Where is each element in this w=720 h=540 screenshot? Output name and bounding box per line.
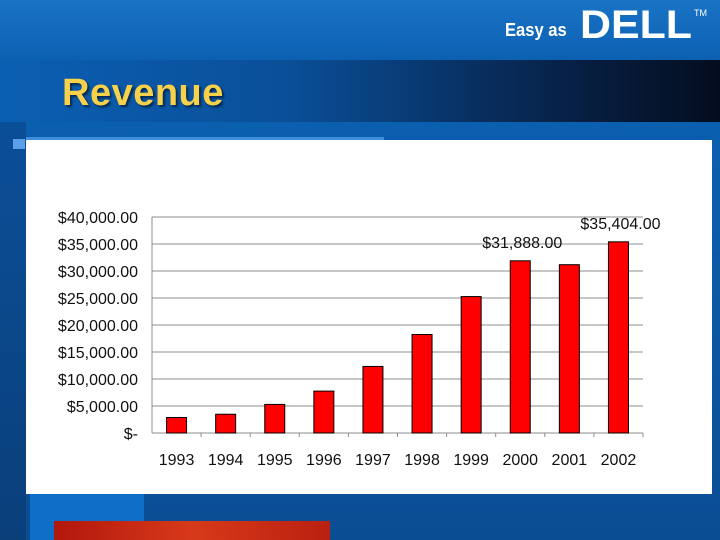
x-tick-label: 2002 [601, 452, 637, 469]
y-tick-label: $- [124, 426, 138, 443]
header-band [0, 0, 720, 60]
bar-1998 [411, 333, 433, 434]
bar-2000 [509, 260, 531, 434]
x-tick-label: 1994 [208, 452, 244, 469]
data-label: $31,888.00 [482, 235, 562, 252]
bar-1993 [166, 416, 188, 434]
y-tick-label: $40,000.00 [58, 210, 138, 227]
left-strip [0, 122, 26, 540]
bar-1999 [460, 296, 482, 434]
y-tick-label: $5,000.00 [67, 399, 138, 416]
y-tick-label: $20,000.00 [58, 318, 138, 335]
chart-panel: $40,000.00 $35,000.00 $30,000.00 $25,000.00… [26, 140, 712, 494]
y-tick-label: $25,000.00 [58, 291, 138, 308]
slide-title: Revenue [62, 72, 224, 114]
bar-2002 [607, 241, 629, 434]
bullet-square [13, 139, 25, 149]
data-label: $35,404.00 [580, 216, 660, 233]
title-band [0, 60, 720, 122]
bar-1994 [215, 413, 237, 434]
x-tick-label: 1995 [257, 452, 293, 469]
tagline: Easy as [505, 20, 567, 40]
decorative-red-bar [54, 521, 330, 540]
y-tick-label: $10,000.00 [58, 372, 138, 389]
x-tick-label: 1993 [159, 452, 195, 469]
x-tick-label: 2001 [552, 452, 588, 469]
x-tick-label: 1999 [453, 452, 489, 469]
trademark-mark: TM [694, 8, 707, 18]
dell-logo: DELL TM [580, 4, 707, 42]
bar-1995 [264, 403, 286, 434]
accent-line [26, 137, 384, 140]
logo-text: DELL [580, 4, 692, 42]
bar-2001 [558, 264, 580, 434]
y-tick-label: $35,000.00 [58, 237, 138, 254]
revenue-bar-chart: $40,000.00 $35,000.00 $30,000.00 $25,000.00… [58, 210, 661, 469]
bar-1997 [362, 365, 384, 434]
x-tick-label: 1998 [404, 452, 440, 469]
x-tick-label: 1996 [306, 452, 342, 469]
x-tick-label: 1997 [355, 452, 391, 469]
y-tick-label: $30,000.00 [58, 264, 138, 281]
y-tick-label: $15,000.00 [58, 345, 138, 362]
bar-1996 [313, 390, 335, 434]
x-tick-label: 2000 [502, 452, 538, 469]
